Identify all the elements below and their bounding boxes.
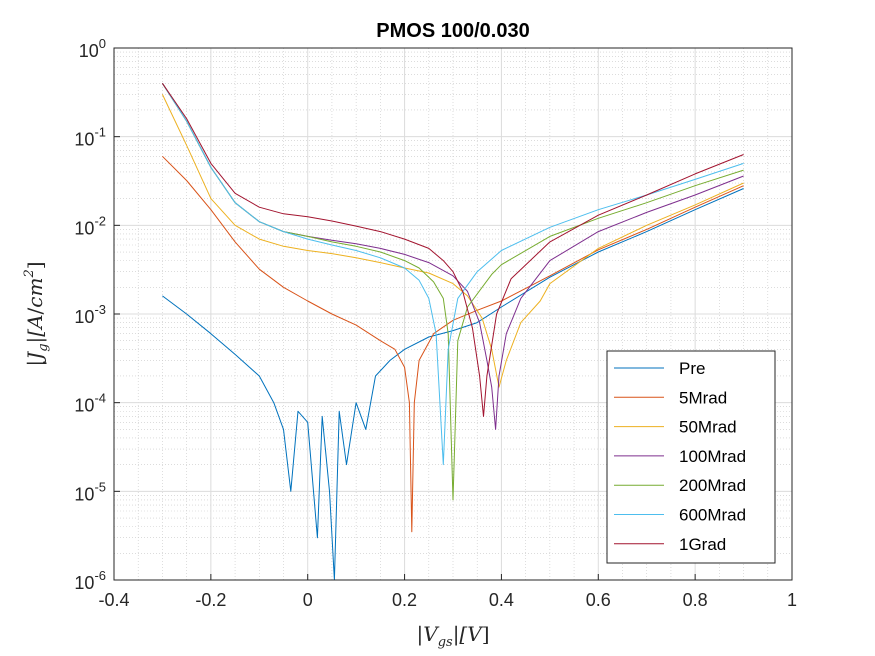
legend-label-5mrad: 5Mrad — [679, 388, 727, 407]
y-axis-ticks: 100 10-1 10-2 10-3 10-4 10-5 10-6 — [74, 36, 120, 593]
x-tick-label: 0.8 — [683, 590, 708, 610]
legend: Pre 5Mrad 50Mrad 100Mrad 200Mrad 600Mrad 1Grad — [606, 350, 776, 564]
y-tick-label: 10-2 — [74, 213, 106, 238]
y-tick-label: 100 — [79, 36, 106, 61]
legend-label-pre: Pre — [679, 359, 705, 378]
x-axis-label: |Vgs|[V] — [416, 622, 489, 650]
legend-label-1grad: 1Grad — [679, 535, 726, 554]
legend-label-600mrad: 600Mrad — [679, 506, 746, 525]
x-tick-label: 0.4 — [489, 590, 514, 610]
y-tick-label: 10-5 — [74, 479, 106, 504]
series-line-50mrad — [161, 94, 744, 388]
x-tick-label: 0.2 — [392, 590, 417, 610]
legend-label-100mrad: 100Mrad — [679, 447, 746, 466]
y-tick-label: 10-6 — [74, 568, 106, 593]
series-line-pre — [162, 188, 744, 581]
x-axis-ticks: -0.4 -0.2 0 0.2 0.4 0.6 0.8 1 — [98, 574, 797, 610]
x-tick-label: 0.6 — [586, 590, 611, 610]
y-tick-label: 10-1 — [74, 125, 106, 150]
y-axis-label: |Jg|[A/cm2] — [22, 261, 51, 366]
legend-box — [606, 350, 776, 564]
legend-label-200mrad: 200Mrad — [679, 476, 746, 495]
y-tick-label: 10-3 — [74, 302, 106, 327]
series-line-1grad — [161, 83, 744, 417]
x-tick-label: -0.2 — [195, 590, 226, 610]
legend-label-50mrad: 50Mrad — [679, 418, 737, 437]
x-tick-label: 0 — [303, 590, 313, 610]
x-tick-label: -0.4 — [98, 590, 129, 610]
series-line-600mrad — [161, 83, 744, 466]
chart-title: PMOS 100/0.030 — [376, 20, 529, 42]
series-layer — [161, 83, 744, 581]
x-tick-label: 1 — [787, 590, 797, 610]
series-line-5mrad — [162, 155, 744, 533]
y-tick-label: 10-4 — [74, 391, 106, 416]
